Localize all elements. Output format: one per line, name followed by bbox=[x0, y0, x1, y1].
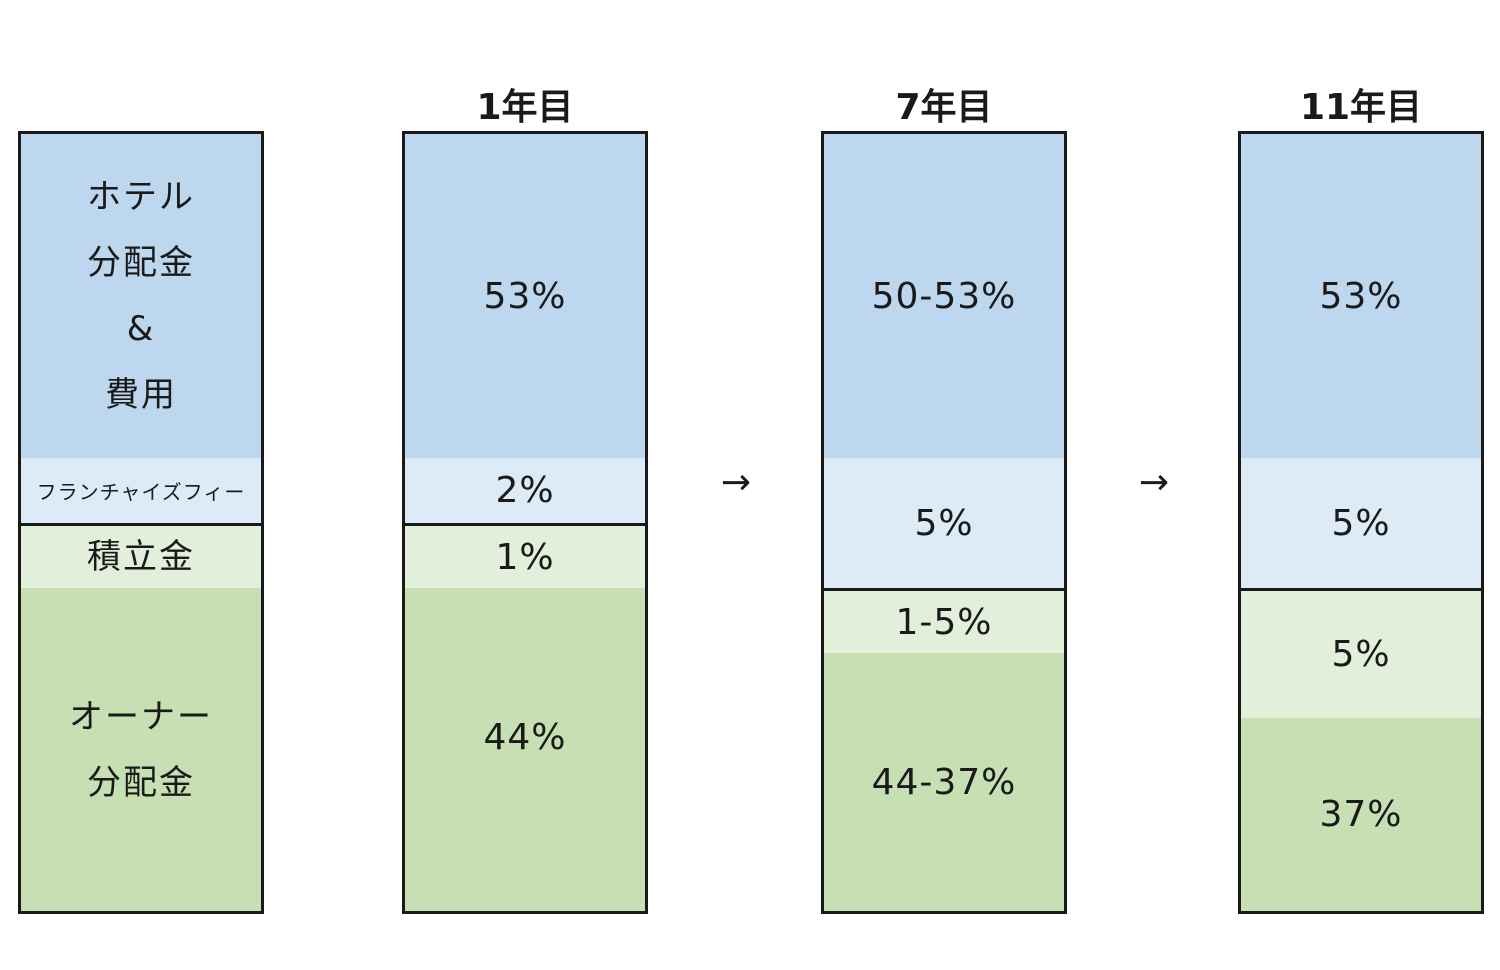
hotel-value: 53% bbox=[483, 275, 567, 317]
segment-divider bbox=[405, 523, 645, 526]
legend-hotel-line: ホテル bbox=[87, 177, 195, 217]
legend-hotel-line: & bbox=[126, 309, 156, 349]
owner-value: 37% bbox=[1319, 794, 1403, 835]
reserve-segment: 5% bbox=[1241, 591, 1481, 718]
hotel-segment: 53% bbox=[1241, 134, 1481, 458]
owner-segment: 44-37% bbox=[824, 653, 1064, 911]
franchise-value: 5% bbox=[914, 502, 974, 544]
legend-hotel-line: 分配金 bbox=[87, 243, 195, 283]
legend-owner-line: オーナー bbox=[69, 696, 213, 737]
arrow-1: → bbox=[720, 462, 752, 503]
column-header-year11: 11年目 bbox=[1299, 87, 1423, 128]
legend-divider bbox=[21, 523, 261, 526]
column-header-year7: 7年目 bbox=[895, 87, 993, 128]
reserve-value: 1-5% bbox=[895, 601, 993, 643]
legend-hotel-label: ホテル 分配金 & 費用 bbox=[87, 164, 195, 428]
legend-franchise-label: フランチャイズフィー bbox=[36, 480, 246, 504]
reserve-segment: 1% bbox=[405, 526, 645, 588]
column-year7: 50-53% 5% 1-5% 44-37% bbox=[821, 131, 1067, 914]
reserve-value: 1% bbox=[495, 536, 555, 578]
column-header-year1: 1年目 bbox=[476, 87, 574, 128]
legend-column: ホテル 分配金 & 費用 フランチャイズフィー 積立金 オーナー 分配金 bbox=[18, 131, 264, 914]
legend-owner-line: 分配金 bbox=[87, 762, 195, 803]
owner-segment: 37% bbox=[1241, 718, 1481, 911]
hotel-value: 50-53% bbox=[871, 275, 1017, 317]
arrow-2: → bbox=[1138, 462, 1170, 503]
column-year1: 53% 2% 1% 44% bbox=[402, 131, 648, 914]
reserve-segment: 1-5% bbox=[824, 591, 1064, 653]
owner-segment: 44% bbox=[405, 588, 645, 911]
legend-reserve-label: 積立金 bbox=[87, 537, 195, 577]
legend-hotel-line: 費用 bbox=[105, 375, 177, 415]
franchise-segment: 2% bbox=[405, 458, 645, 523]
franchise-segment: 5% bbox=[824, 458, 1064, 588]
segment-divider bbox=[1241, 588, 1481, 591]
legend-hotel-segment: ホテル 分配金 & 費用 bbox=[21, 134, 261, 458]
franchise-value: 2% bbox=[495, 470, 555, 511]
hotel-value: 53% bbox=[1319, 275, 1403, 317]
legend-franchise-segment: フランチャイズフィー bbox=[21, 458, 261, 523]
franchise-segment: 5% bbox=[1241, 458, 1481, 588]
reserve-value: 5% bbox=[1331, 634, 1391, 675]
hotel-segment: 53% bbox=[405, 134, 645, 458]
segment-divider bbox=[824, 588, 1064, 591]
column-year11: 53% 5% 5% 37% bbox=[1238, 131, 1484, 914]
owner-value: 44-37% bbox=[871, 761, 1017, 803]
legend-owner-label: オーナー 分配金 bbox=[69, 684, 213, 816]
hotel-segment: 50-53% bbox=[824, 134, 1064, 458]
legend-reserve-segment: 積立金 bbox=[21, 526, 261, 588]
franchise-value: 5% bbox=[1331, 502, 1391, 544]
legend-owner-segment: オーナー 分配金 bbox=[21, 588, 261, 911]
owner-value: 44% bbox=[483, 717, 567, 758]
